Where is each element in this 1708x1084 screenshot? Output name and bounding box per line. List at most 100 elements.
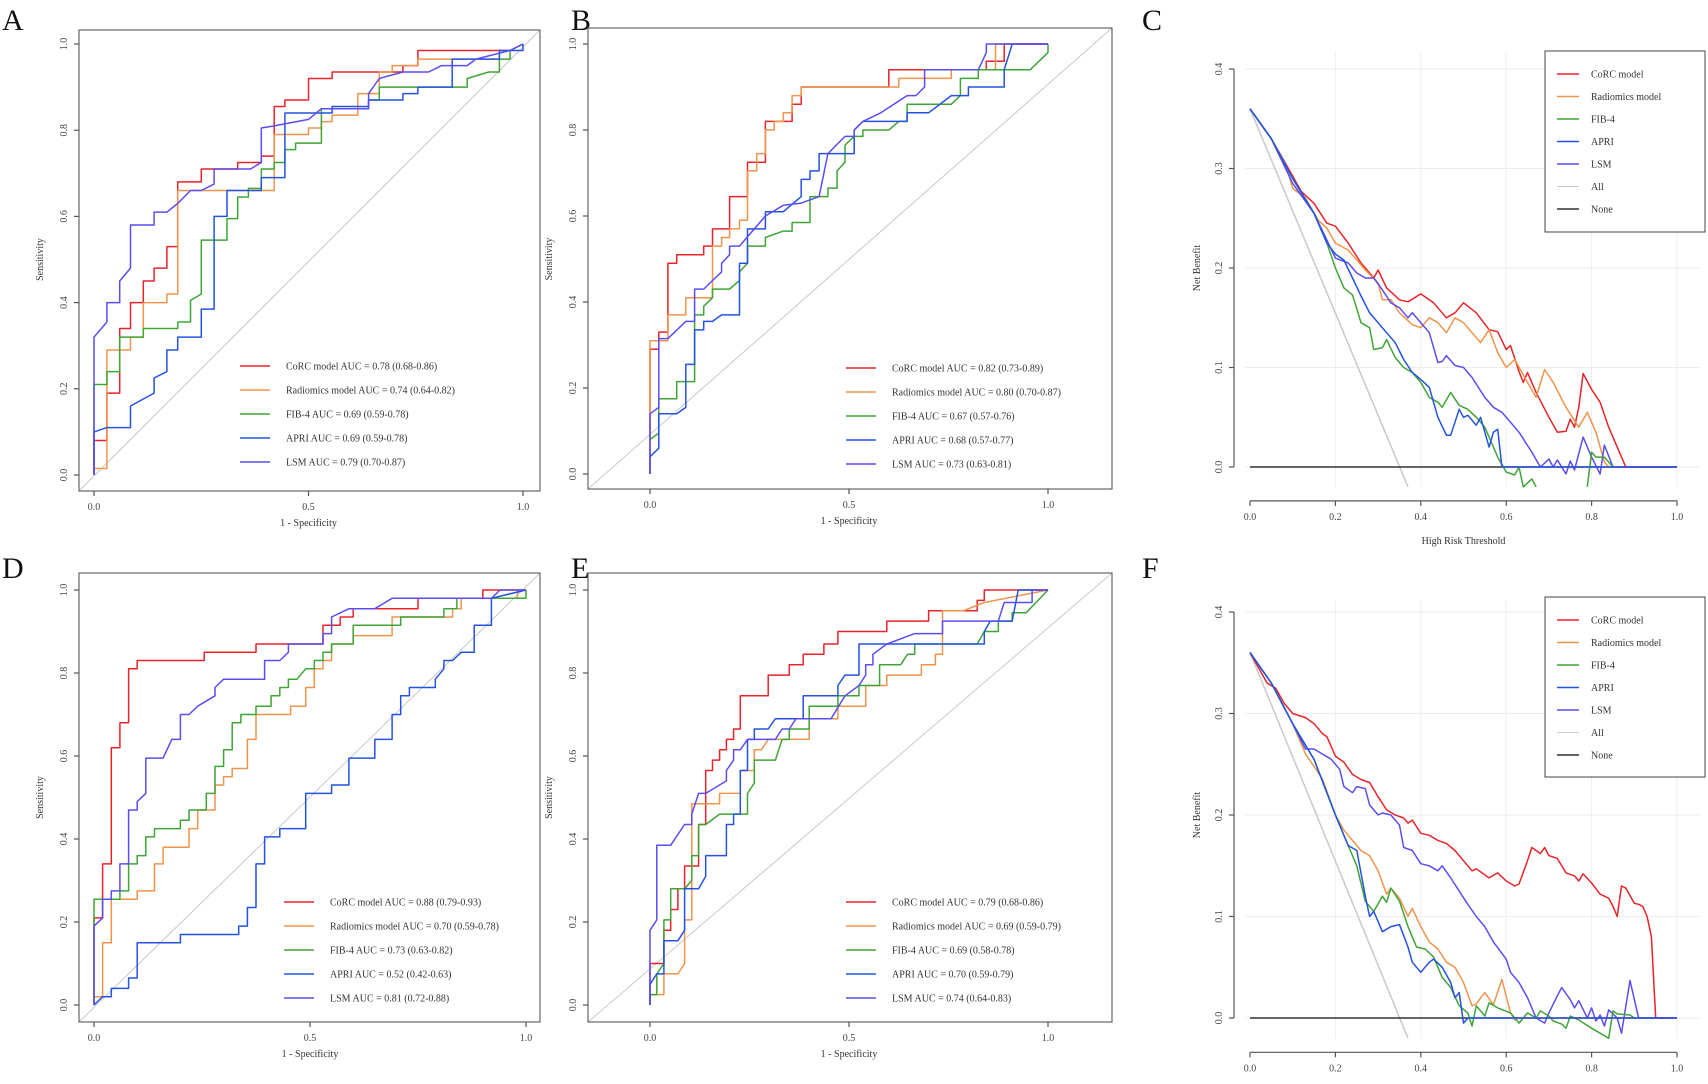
legend-label-apri: APRI AUC = 0.52 (0.42-0.63) [330, 970, 451, 981]
x-tick-label: 0.5 [843, 1033, 856, 1044]
roc-panel-b: 0.0 0.5 1.0 0.0 0.2 0.4 0.6 0.8 1.0 1 - Specifici… [544, 27, 1113, 527]
legend-label-fib4: FIB-4 [1591, 661, 1615, 672]
legend-label-apri: APRI [1591, 137, 1614, 148]
legend-label-all: All [1591, 182, 1604, 193]
x-tick-label: 0.6 [1500, 1063, 1513, 1074]
dca-curve-fib-4 [1249, 108, 1537, 488]
legend-label-fib4: FIB-4 AUC = 0.69 (0.58-0.78) [892, 946, 1015, 957]
x-tick-label: 0.8 [1585, 512, 1598, 523]
legend-label-none: None [1591, 205, 1613, 216]
roc-panel-a: 0.0 0.5 1.0 0.0 0.2 0.4 0.6 0.8 1.0 1 - Specifici… [35, 29, 541, 529]
roc-curve-lsm [649, 589, 1048, 1005]
x-tick-label: 1.0 [1671, 512, 1684, 523]
x-tick-label: 0.4 [1415, 512, 1428, 523]
roc-curve-radiomics-model [649, 589, 1049, 1005]
y-tick-label: 0.2 [568, 382, 579, 395]
y-tick-label: 0.4 [1214, 606, 1225, 619]
y-tick-label: 0.0 [568, 468, 579, 481]
x-tick-label: 0.0 [1244, 1063, 1257, 1074]
legend-label-lsm: LSM [1591, 160, 1612, 171]
x-tick-label: 0.5 [843, 500, 856, 511]
y-tick-label: 0.0 [59, 469, 70, 482]
y-tick-label: 0.4 [59, 833, 70, 846]
x-tick-label: 1.0 [1671, 1063, 1684, 1074]
roc-curve-lsm [649, 43, 1048, 474]
dca-curve-all [1249, 652, 1409, 1039]
y-tick-label: 1.0 [59, 584, 70, 597]
x-axis-title: 1 - Specificity [821, 1049, 878, 1060]
y-tick-label: 0.0 [1214, 461, 1225, 474]
x-tick-label: 0.0 [644, 1033, 657, 1044]
dca-curve-all [1249, 108, 1409, 488]
x-tick-label: 0.8 [1585, 1063, 1598, 1074]
panel-letter-d: D [2, 552, 24, 585]
roc-curve-fib-4 [649, 589, 1049, 1005]
legend-label-radiomics: Radiomics model AUC = 0.69 (0.59-0.79) [892, 922, 1061, 933]
y-tick-label: 0.8 [568, 667, 579, 680]
y-tick-label: 0.8 [568, 124, 579, 137]
legend-label-none: None [1591, 751, 1613, 762]
legend-label-lsm: LSM AUC = 0.81 (0.72-0.88) [330, 994, 449, 1005]
roc-curve-apri [93, 589, 527, 1006]
legend-label-apri: APRI AUC = 0.69 (0.59-0.78) [286, 434, 407, 445]
y-tick-label: 0.4 [568, 296, 579, 309]
y-tick-label: 0.2 [568, 916, 579, 929]
panel-letter-f: F [1142, 552, 1159, 585]
x-tick-label: 1.0 [520, 1033, 533, 1044]
dca-curve-lsm [1249, 108, 1677, 475]
panel-letter-a: A [2, 4, 24, 37]
legend-label-fib4: FIB-4 AUC = 0.69 (0.59-0.78) [286, 410, 409, 421]
dca-curve-fib-4-late-segment [1586, 451, 1614, 487]
roc-curve-apri [93, 44, 524, 475]
x-tick-label: 1.0 [1042, 1033, 1055, 1044]
x-axis-title: High Risk Threshold [1422, 536, 1506, 547]
roc-curve-radiomics-model [649, 43, 1048, 414]
plot-area [1249, 108, 1677, 488]
dca-curve-corc-model [1249, 652, 1677, 1019]
legend-label-radiomics: Radiomics model [1591, 638, 1661, 649]
roc-curve-lsm [93, 589, 526, 1005]
y-tick-label: 1.0 [568, 38, 579, 51]
reference-diagonal [587, 572, 1113, 1023]
dca-curve-apri [1249, 652, 1677, 1024]
y-tick-label: 1.0 [568, 584, 579, 597]
roc-curve-radiomics-model-cont [197, 589, 526, 811]
x-tick-label: 1.0 [517, 502, 530, 513]
roc-curve-lsm [93, 43, 524, 475]
legend-label-corc: CoRC model AUC = 0.88 (0.79-0.93) [330, 898, 481, 909]
roc-curve-fib-4 [649, 44, 1049, 441]
y-tick-label: 0.1 [1214, 910, 1225, 923]
x-tick-label: 0.5 [304, 1033, 317, 1044]
panel-letter-c: C [1142, 4, 1162, 37]
roc-panel-e: 0.0 0.5 1.0 0.0 0.2 0.4 0.6 0.8 1.0 1 - Specifici… [544, 572, 1113, 1060]
x-tick-label: 0.0 [1244, 512, 1257, 523]
legend-label-fib4: FIB-4 AUC = 0.73 (0.63-0.82) [330, 946, 453, 957]
y-tick-label: 0.8 [59, 667, 70, 680]
y-tick-label: 0.2 [1214, 809, 1225, 822]
plot-frame [587, 27, 1113, 490]
legend-label-radiomics: Radiomics model [1591, 92, 1661, 103]
y-axis-title: Net Benefit [1192, 792, 1203, 839]
y-axis-title: Sensitivity [35, 238, 46, 281]
legend-label-lsm: LSM AUC = 0.73 (0.63-0.81) [892, 460, 1011, 471]
reference-diagonal [78, 29, 541, 492]
roc-curve-apri [649, 43, 1048, 474]
x-tick-label: 0.6 [1500, 512, 1513, 523]
y-tick-label: 0.2 [59, 916, 70, 929]
legend-label-all: All [1591, 728, 1604, 739]
y-tick-label: 0.2 [1214, 262, 1225, 275]
legend-label-lsm: LSM AUC = 0.79 (0.70-0.87) [286, 458, 405, 469]
legend-label-apri: APRI AUC = 0.68 (0.57-0.77) [892, 436, 1013, 447]
legend-label-lsm: LSM [1591, 706, 1612, 717]
dca-curve-radiomics-model [1249, 108, 1677, 468]
y-tick-label: 0.4 [1214, 63, 1225, 76]
x-tick-label: 0.0 [644, 500, 657, 511]
x-tick-label: 0.2 [1329, 512, 1342, 523]
legend-label-lsm: LSM AUC = 0.74 (0.64-0.83) [892, 994, 1011, 1005]
plot-frame [587, 572, 1113, 1023]
plot-frame [78, 29, 541, 492]
roc-panel-d: 0.0 0.5 1.0 0.0 0.2 0.4 0.6 0.8 1.0 1 - Specifici… [35, 572, 541, 1060]
y-tick-label: 0.0 [59, 999, 70, 1012]
plot-area [1249, 652, 1677, 1040]
